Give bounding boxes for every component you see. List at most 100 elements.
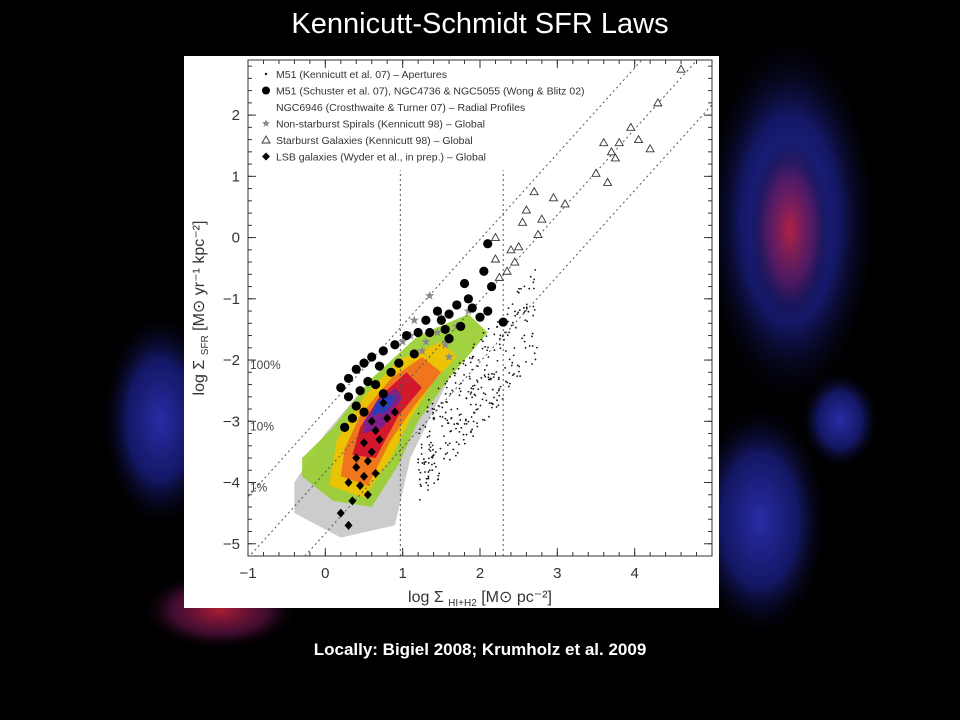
- starburst-triangle: [490, 232, 501, 242]
- series-4: [336, 398, 399, 530]
- aperture-dot: [476, 408, 479, 410]
- legend-entry-4: Non-starburst Spirals (Kennicutt 98) – G…: [262, 119, 485, 131]
- aperture-dot: [483, 369, 486, 371]
- aperture-dot: [518, 370, 520, 373]
- aperture-dot: [452, 448, 455, 451]
- efficiency-line-3: [304, 104, 712, 556]
- aperture-dot: [417, 458, 420, 461]
- aperture-dot: [514, 310, 516, 313]
- aperture-dot: [531, 335, 533, 338]
- spiral-star: [425, 291, 435, 300]
- aperture-dot: [481, 347, 484, 350]
- aperture-dot: [423, 461, 426, 464]
- aperture-dot: [418, 478, 421, 481]
- aperture-dot: [451, 389, 454, 392]
- aperture-dot: [516, 313, 519, 316]
- aperture-dot: [487, 346, 489, 349]
- aperture-dot: [523, 306, 525, 309]
- y-axis-title: log Σ SFR [M⊙ yr⁻¹ kpc⁻²]: [191, 221, 211, 396]
- aperture-dot: [427, 457, 430, 460]
- aperture-dot: [454, 372, 457, 375]
- legend-diamond-marker: [262, 152, 270, 161]
- aperture-dot: [495, 406, 498, 408]
- aperture-dot: [519, 375, 522, 377]
- lsb-diamond: [390, 407, 399, 417]
- aperture-dot: [430, 441, 432, 444]
- aperture-dot: [439, 447, 442, 450]
- legend-label: M51 (Kennicutt et al. 07) – Apertures: [276, 69, 447, 81]
- aperture-dot: [446, 422, 449, 425]
- aperture-dot: [476, 425, 479, 428]
- aperture-dot: [463, 374, 465, 376]
- aperture-dot: [429, 450, 432, 452]
- lsb-diamond: [363, 490, 372, 500]
- aperture-dot: [444, 441, 447, 444]
- aperture-dot: [433, 418, 435, 421]
- legend-label: M51 (Schuster et al. 07), NGC4736 & NGC5…: [276, 86, 585, 98]
- aperture-dot: [523, 334, 526, 337]
- lsb-diamond: [336, 508, 345, 518]
- aperture-dot: [490, 402, 493, 405]
- aperture-dot: [469, 361, 472, 364]
- m51-circle: [371, 379, 381, 390]
- aperture-dot: [457, 423, 460, 425]
- aperture-dot: [496, 399, 498, 402]
- aperture-dot: [462, 433, 465, 436]
- aperture-dot: [419, 483, 422, 486]
- aperture-dot: [504, 331, 506, 334]
- aperture-dot: [472, 411, 475, 414]
- aperture-dot: [458, 387, 461, 390]
- aperture-dot: [463, 423, 466, 425]
- aperture-dot: [517, 311, 520, 314]
- aperture-dot: [464, 364, 467, 367]
- aperture-dot: [454, 454, 457, 457]
- aperture-dot: [432, 454, 435, 456]
- aperture-dot: [505, 350, 507, 352]
- starburst-triangle: [517, 217, 528, 226]
- aperture-dot: [497, 389, 500, 392]
- legend-triangle-marker: [261, 135, 271, 144]
- starburst-triangle: [548, 192, 559, 202]
- aperture-dot: [480, 338, 483, 341]
- aperture-dot: [499, 347, 502, 350]
- aperture-dot: [431, 402, 434, 405]
- aperture-dot: [426, 410, 429, 413]
- m51-circle: [436, 315, 446, 325]
- m51-circle: [401, 330, 412, 341]
- legend-label: Non-starburst Spirals (Kennicutt 98) – G…: [276, 119, 485, 131]
- m51-circle: [347, 413, 357, 423]
- aperture-dot: [523, 340, 526, 343]
- lsb-diamond: [363, 456, 372, 466]
- aperture-dot: [493, 333, 496, 336]
- aperture-dot: [475, 403, 477, 406]
- aperture-dot: [514, 326, 517, 329]
- aperture-dot: [468, 375, 471, 378]
- aperture-dot: [491, 388, 494, 391]
- aperture-dot: [473, 343, 476, 346]
- lsb-diamond: [367, 447, 376, 457]
- aperture-dot: [433, 482, 436, 485]
- aperture-dot: [491, 406, 493, 409]
- aperture-dot: [468, 356, 471, 359]
- lsb-diamond: [348, 496, 357, 506]
- starburst-triangle: [506, 244, 516, 254]
- aperture-dot: [428, 443, 431, 446]
- aperture-dot: [523, 285, 526, 288]
- lsb-diamond: [360, 471, 368, 481]
- aperture-dot: [435, 465, 437, 468]
- aperture-dot: [428, 469, 431, 472]
- aperture-dot: [508, 358, 511, 361]
- aperture-dot: [514, 314, 517, 317]
- series-3: [336, 239, 508, 433]
- aperture-dot: [449, 375, 452, 378]
- aperture-dot: [469, 377, 471, 380]
- aperture-dot: [458, 394, 461, 397]
- aperture-dot: [498, 343, 501, 346]
- aperture-dot: [448, 442, 451, 445]
- aperture-dot: [484, 345, 487, 348]
- aperture-dot: [531, 345, 534, 347]
- aperture-dot: [510, 324, 513, 327]
- aperture-dot: [511, 374, 514, 376]
- aperture-dot: [472, 435, 474, 438]
